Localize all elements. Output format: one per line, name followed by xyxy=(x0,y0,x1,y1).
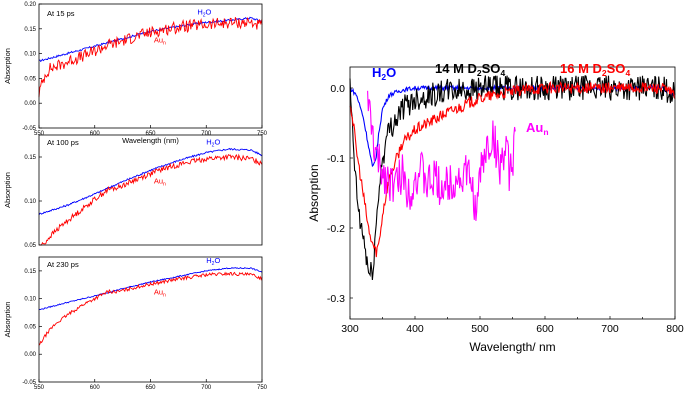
chart-panel-1: 550 600 650 700 750 0.20 0.15 0.10 0.05 0.00 -0.05… xyxy=(3,2,268,145)
series-annotation: Aun xyxy=(526,120,549,137)
x-tick-label: 600 xyxy=(536,323,554,335)
series-annotation: Aun xyxy=(154,36,166,47)
annotation-subscript: 2 xyxy=(212,261,215,267)
annotation-text: Au xyxy=(526,120,543,135)
series-line-14-m-d2so4 xyxy=(349,75,676,281)
y-axis-label: Absorption xyxy=(3,172,12,208)
series-annotation: H2O xyxy=(197,8,211,19)
annotation-subscript: 4 xyxy=(625,68,630,78)
annotation-subscript: 2 xyxy=(203,13,206,19)
annotation-subscript: 4 xyxy=(500,68,505,78)
y-tick-label: 0.00 xyxy=(24,352,36,358)
annotation-text: O xyxy=(214,138,220,147)
x-tick-label: 300 xyxy=(341,323,359,335)
panel-label: At 230 ps xyxy=(47,260,79,269)
annotation-text: H xyxy=(206,256,211,265)
y-tick-label: 0.10 xyxy=(24,297,36,303)
series-annotation: 14 M D2SO4 xyxy=(435,61,505,78)
y-tick-label: 0.05 xyxy=(24,76,36,82)
y-tick-label: -0.1 xyxy=(327,153,345,165)
annotation-text: SO xyxy=(607,61,626,76)
annotation-text: H xyxy=(197,8,202,17)
series-line-h2o xyxy=(38,147,263,216)
x-tick-label: 700 xyxy=(201,131,212,137)
y-tick-label: -0.2 xyxy=(327,223,345,235)
x-tick-label: 500 xyxy=(471,323,489,335)
annotation-subscript: n xyxy=(163,293,166,299)
annotation-subscript: 2 xyxy=(602,68,607,78)
x-tick-label: 750 xyxy=(257,131,268,137)
chart-panel-3: 550 600 650 700 750 0.15 0.10 0.05 0.00 -0.05 Abso… xyxy=(3,256,268,391)
x-tick-label: 550 xyxy=(34,131,45,137)
annotation-text: O xyxy=(206,8,212,17)
x-axis-label: Wavelength (nm) xyxy=(122,136,179,145)
series-annotation: H2O xyxy=(206,138,220,149)
series-line-au-n xyxy=(367,90,516,221)
annotation-text: 14 M D xyxy=(435,61,477,76)
series-annotation: Aun xyxy=(154,288,166,299)
panel-label: At 100 ps xyxy=(47,138,79,147)
annotation-subscript: 2 xyxy=(212,143,215,149)
series-line-au-n xyxy=(38,17,263,98)
chart-panel-4: 300 400 500 600 700 800 0.0 -0.1 -0.2 -0.3 Absorpt… xyxy=(307,61,684,354)
series-annotation: Aun xyxy=(154,176,166,187)
x-tick-label: 650 xyxy=(145,385,156,391)
series-line-h2o xyxy=(38,267,263,311)
y-tick-label: 0.20 xyxy=(24,2,36,8)
annotation-text: 16 M D xyxy=(560,61,602,76)
x-tick-label: 400 xyxy=(406,323,424,335)
annotation-text: O xyxy=(214,256,220,265)
series-annotation: H2O xyxy=(372,65,396,82)
x-tick-label: 600 xyxy=(90,131,101,137)
x-tick-label: 550 xyxy=(34,385,45,391)
series-line-au-n xyxy=(38,271,263,346)
panel-label: At 15 ps xyxy=(47,9,75,18)
annotation-subscript: n xyxy=(163,41,166,47)
annotation-subscript: n xyxy=(543,127,548,137)
y-tick-label: 0.05 xyxy=(24,324,36,330)
annotation-text: Au xyxy=(154,176,163,185)
y-tick-label: 0.15 xyxy=(24,269,36,275)
y-tick-label: 0.15 xyxy=(24,155,36,161)
x-tick-label: 700 xyxy=(601,323,619,335)
y-tick-label: 0.10 xyxy=(24,199,36,205)
annotation-subscript: n xyxy=(163,181,166,187)
y-tick-label: -0.05 xyxy=(22,126,36,132)
y-tick-label: 0.10 xyxy=(24,52,36,58)
y-tick-label: 0.05 xyxy=(24,243,36,249)
x-tick-label: 650 xyxy=(145,131,156,137)
series-line-au-n xyxy=(39,153,263,246)
x-tick-label: 750 xyxy=(257,385,268,391)
plot-frame xyxy=(38,3,263,129)
x-tick-label: 700 xyxy=(201,385,212,391)
y-tick-label: 0.15 xyxy=(24,27,36,33)
y-axis-label: Absorption xyxy=(3,48,12,84)
chart-panel-2: 0.15 0.10 0.05 Absorption At 100 ps H2O Aun xyxy=(3,134,263,249)
annotation-text: Au xyxy=(154,288,163,297)
plot-frame xyxy=(349,66,676,320)
annotation-text: H xyxy=(206,138,211,147)
y-tick-label: -0.05 xyxy=(22,380,36,386)
annotation-text: SO xyxy=(482,61,501,76)
plot-frame xyxy=(38,134,263,246)
series-annotation: 16 M D2SO4 xyxy=(560,61,630,78)
y-axis-label: Absorption xyxy=(307,164,321,221)
plot-frame xyxy=(38,256,263,383)
annotation-text: H xyxy=(372,65,381,80)
series-annotation: H2O xyxy=(206,256,220,267)
series-line-16-m-d2so4 xyxy=(349,80,676,258)
x-tick-label: 800 xyxy=(666,323,684,335)
x-axis-label: Wavelength/ nm xyxy=(469,340,555,354)
annotation-subscript: 2 xyxy=(477,68,482,78)
y-tick-label: 0.00 xyxy=(24,101,36,107)
y-tick-label: 0.0 xyxy=(330,83,345,95)
y-tick-label: -0.3 xyxy=(327,293,345,305)
annotation-subscript: 2 xyxy=(381,72,386,82)
x-tick-label: 600 xyxy=(90,385,101,391)
y-axis-label: Absorption xyxy=(3,302,12,338)
annotation-text: Au xyxy=(154,36,163,45)
annotation-text: O xyxy=(386,65,396,80)
